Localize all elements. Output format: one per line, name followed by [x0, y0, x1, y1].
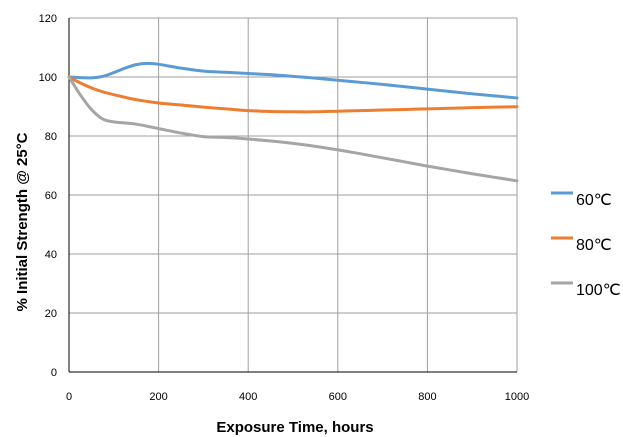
series-line-1	[67, 75, 519, 114]
y-tick-label: 80	[45, 131, 57, 143]
y-tick-label: 40	[45, 249, 57, 261]
series-line-2	[67, 75, 519, 183]
y-tick-label: 60	[45, 190, 57, 202]
legend-label: 80℃	[576, 237, 612, 254]
x-tick-label: 1000	[505, 391, 529, 403]
series-line-0	[67, 61, 519, 100]
legend-label: 60℃	[576, 192, 612, 209]
x-tick-label: 0	[66, 391, 72, 403]
x-tick-label: 800	[418, 391, 436, 403]
x-tick-label: 200	[149, 391, 167, 403]
y-axis-title: % Initial Strength @ 25°C	[14, 132, 31, 311]
x-axis-title: Exposure Time, hours	[216, 419, 373, 436]
gridlines	[69, 17, 518, 372]
series-lines	[67, 61, 519, 183]
x-tick-label: 600	[329, 391, 347, 403]
legend-label: 100℃	[576, 282, 621, 299]
y-tick-label: 120	[39, 13, 57, 25]
y-tick-label: 20	[45, 308, 57, 320]
legend: 60℃ 80℃ 100℃	[551, 191, 621, 299]
x-tick-labels: 0 200 400 600 800 1000	[66, 391, 529, 403]
x-tick-label: 400	[239, 391, 257, 403]
y-tick-label: 0	[51, 367, 57, 379]
y-tick-label: 100	[39, 72, 57, 84]
y-tick-labels: 0 20 40 60 80 100 120	[39, 13, 57, 379]
